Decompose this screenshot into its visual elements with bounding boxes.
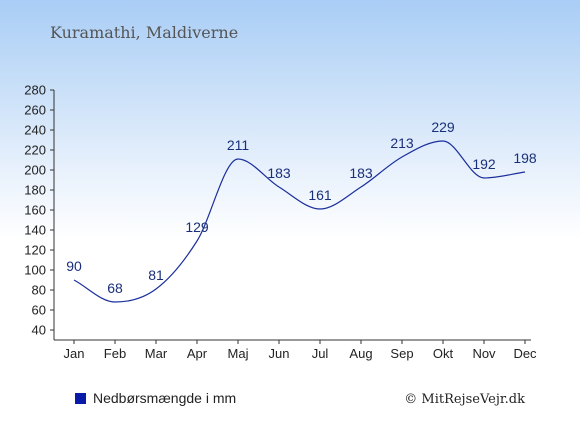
data-label: 90: [66, 258, 82, 274]
x-tick-label: Nov: [472, 346, 496, 361]
x-tick-label: Jul: [312, 346, 329, 361]
axes: 40 60 80 100 120 140 160 180 200 220 240 260 280 Jan F…: [24, 83, 537, 362]
legend-marker: [75, 393, 86, 404]
x-tick-label: Maj: [228, 346, 249, 361]
y-tick-label: 80: [32, 283, 46, 298]
x-tick-label: Sep: [390, 346, 413, 361]
x-tick-label: Mar: [145, 346, 168, 361]
y-tick-label: 220: [24, 143, 46, 158]
x-tick-label: Jun: [269, 346, 290, 361]
y-tick-label: 180: [24, 183, 46, 198]
x-tick-label: Aug: [349, 346, 372, 361]
data-label: 129: [185, 219, 209, 235]
credit-text: © MitRejseVejr.dk: [404, 392, 525, 407]
data-label: 161: [308, 187, 332, 203]
data-label: 213: [390, 135, 414, 151]
x-tick-label: Okt: [433, 346, 454, 361]
data-label: 198: [513, 150, 537, 166]
y-tick-label: 140: [24, 223, 46, 238]
data-label: 81: [148, 267, 164, 283]
y-tick-label: 100: [24, 263, 46, 278]
x-tick-label: Apr: [187, 346, 208, 361]
y-tick-label: 240: [24, 123, 46, 138]
x-tick-label: Dec: [513, 346, 537, 361]
data-label: 183: [349, 165, 373, 181]
y-tick-label: 60: [32, 303, 46, 318]
y-tick-label: 120: [24, 243, 46, 258]
data-labels: 90 68 81 129 211 183 161 183 213 229 192 198: [66, 119, 537, 296]
data-label: 229: [431, 119, 455, 135]
data-label: 183: [267, 165, 291, 181]
legend-label: Nedbørsmængde i mm: [93, 390, 236, 406]
y-tick-label: 280: [24, 83, 46, 98]
series-line: [73, 140, 526, 303]
y-tick-label: 40: [32, 323, 46, 338]
x-tick-label: Feb: [104, 346, 126, 361]
data-label: 211: [227, 137, 250, 153]
chart-title: Kuramathi, Maldiverne: [50, 23, 238, 42]
data-label: 192: [472, 156, 496, 172]
data-label: 68: [107, 280, 123, 296]
x-tick-label: Jan: [64, 346, 85, 361]
y-tick-label: 160: [24, 203, 46, 218]
series-layer: [73, 140, 526, 303]
y-tick-label: 260: [24, 103, 46, 118]
y-tick-label: 200: [24, 163, 46, 178]
